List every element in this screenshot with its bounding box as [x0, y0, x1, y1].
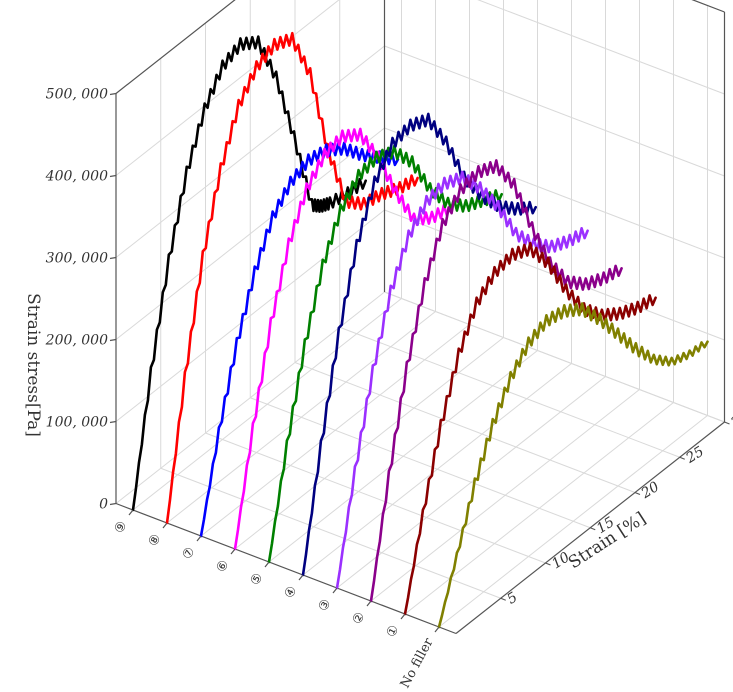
category-label: ⑥	[214, 558, 233, 575]
y-tick-label: 200, 000	[45, 333, 108, 349]
series-line-9	[403, 241, 657, 616]
category-label: ⑦	[180, 545, 199, 562]
category-axis-line	[115, 502, 457, 635]
series-line-1	[131, 35, 367, 512]
side-wall-grid-horizontal	[384, 45, 725, 177]
category-label: ⑤	[248, 571, 267, 588]
x-tick-mark	[590, 527, 596, 531]
category-label: ③	[316, 597, 335, 614]
y-tick-label: 300, 000	[46, 251, 108, 267]
floor-grid-category	[302, 363, 572, 576]
category-label: ②	[350, 610, 369, 627]
back-wall-grid-horizontal	[115, 45, 385, 258]
y-tick-label: 500, 000	[46, 87, 108, 103]
y-tick-mark	[109, 256, 117, 260]
category-tick-mark	[298, 574, 304, 581]
x-tick-mark	[545, 562, 551, 566]
category-tick-mark	[196, 535, 202, 542]
x-tick-mark	[500, 597, 506, 601]
back-wall-grid-horizontal	[115, 0, 340, 176]
x-tick-label: 20	[638, 479, 663, 503]
series-line-10	[437, 302, 709, 629]
series-line-7	[335, 170, 589, 590]
side-wall-grid-horizontal	[384, 291, 725, 423]
y-tick-mark	[109, 502, 117, 506]
grid-layer	[115, 0, 725, 628]
floor-grid-strain	[160, 467, 501, 599]
category-label: ⑨	[112, 519, 131, 536]
category-tick-mark	[128, 509, 134, 516]
x-tick-mark	[679, 456, 685, 460]
category-tick-mark	[332, 587, 338, 594]
category-tick-mark	[434, 626, 440, 633]
category-tick-mark	[400, 613, 406, 620]
series-line-6	[301, 112, 537, 577]
floor-grid-category	[438, 415, 708, 628]
floor-grid-strain	[205, 432, 546, 564]
y-tick-labels: 0 100, 000 200, 000 300, 000 400, 000 500, 00…	[45, 87, 117, 513]
floor-grid-strain	[294, 362, 636, 493]
x-tick-label: 30	[728, 408, 733, 431]
series-line-8	[369, 159, 623, 603]
axes-frame	[115, 0, 726, 635]
floor-grid-category	[166, 311, 436, 524]
floor-grid-strain	[250, 397, 591, 529]
side-wall-grid-horizontal	[477, 0, 725, 95]
category-tick-mark	[162, 522, 168, 529]
floor-grid-category	[370, 389, 640, 602]
y-tick-label: 100, 000	[46, 415, 108, 431]
category-label: No filler	[398, 635, 437, 691]
y-tick-mark	[109, 338, 117, 342]
series-line-2	[165, 31, 419, 525]
x-tick-label: 25	[683, 444, 708, 468]
category-label: ⑧	[146, 532, 165, 549]
floor-grid-category	[404, 402, 674, 615]
back-wall-grid-horizontal	[115, 209, 385, 422]
x-tick-mark	[634, 491, 641, 496]
floor-grid-category	[132, 298, 402, 511]
y-tick-mark	[109, 174, 117, 178]
floor-grid-category	[336, 376, 606, 589]
floor-grid-category	[268, 350, 538, 563]
category-tick-mark	[264, 561, 270, 568]
y-tick-mark	[109, 92, 117, 96]
series-line-4	[233, 127, 452, 551]
floor-grid-category	[234, 337, 504, 550]
category-label: ①	[384, 623, 403, 640]
category-tick-mark	[230, 548, 236, 555]
x-tick-label: 5	[504, 589, 520, 607]
y-tick-mark	[109, 420, 117, 424]
category-label: ④	[282, 584, 301, 601]
category-tick-mark	[366, 600, 372, 607]
series-layer	[131, 31, 709, 629]
y-tick-label: 400, 000	[45, 169, 108, 185]
y-tick-label: 0	[99, 497, 108, 513]
frame-edge	[115, 0, 236, 94]
side-wall-grid-horizontal	[384, 127, 725, 259]
x-tick-mark	[724, 421, 730, 425]
floor-grid-category	[200, 324, 470, 537]
series-line-3	[199, 141, 400, 538]
y-axis-title: Strain stress[Pa]	[23, 293, 43, 437]
floor-grid-strain	[339, 326, 680, 458]
